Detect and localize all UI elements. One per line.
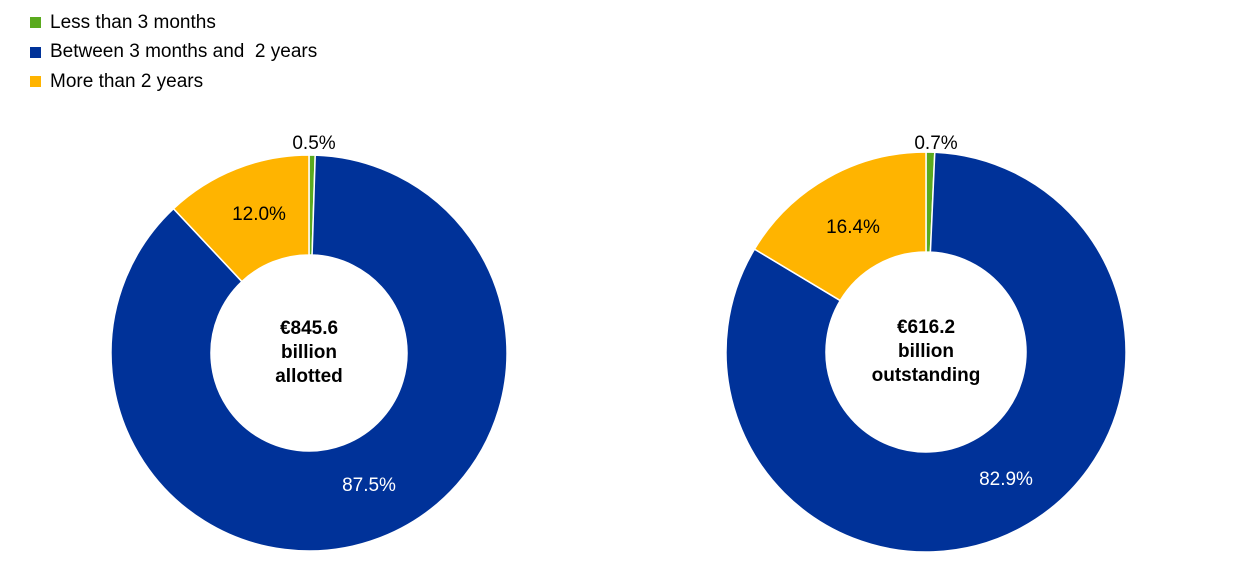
legend: Less than 3 months Between 3 months and … (30, 8, 317, 97)
slice-more-than-2-years (172, 154, 310, 283)
legend-label: Between 3 months and 2 years (50, 41, 318, 63)
legend-swatch-yellow (30, 76, 41, 88)
legend-label: Less than 3 months (50, 11, 216, 33)
center-label-line: billion (898, 341, 954, 362)
donut-chart-2: 0.7% 82.9% 16.4% €616.2 billion outstanding (725, 133, 1127, 553)
legend-label: More than 2 years (50, 70, 204, 92)
slice-between-3-months-and-2-years (110, 154, 508, 552)
donut-chart-1: 0.5% 87.5% 12.0% €845.6 billion allotted (110, 133, 508, 552)
center-label-line: outstanding (872, 365, 981, 386)
slice-more-than-2-years (753, 151, 927, 302)
slice-label-between-3-months-and-2-years: 87.5% (342, 475, 396, 496)
slice-label-less-than-3-months: 0.7% (914, 133, 957, 154)
slice-between-3-months-and-2-years (725, 151, 1127, 553)
slice-label-more-than-2-years: 12.0% (232, 204, 286, 225)
legend-item-between-3-months-and-2-years: Between 3 months and 2 years (30, 38, 317, 68)
legend-swatch-blue (30, 46, 41, 58)
center-label-line: €845.6 (280, 318, 338, 339)
legend-item-less-than-3-months: Less than 3 months (30, 8, 317, 38)
center-label-line: allotted (275, 366, 343, 387)
center-label-line: billion (281, 342, 337, 363)
center-label-line: €616.2 (897, 317, 955, 338)
legend-item-more-than-2-years: More than 2 years (30, 67, 317, 97)
slice-label-less-than-3-months: 0.5% (292, 133, 335, 154)
slice-label-more-than-2-years: 16.4% (826, 217, 880, 238)
slice-label-between-3-months-and-2-years: 82.9% (979, 469, 1033, 490)
legend-swatch-green (30, 17, 41, 29)
